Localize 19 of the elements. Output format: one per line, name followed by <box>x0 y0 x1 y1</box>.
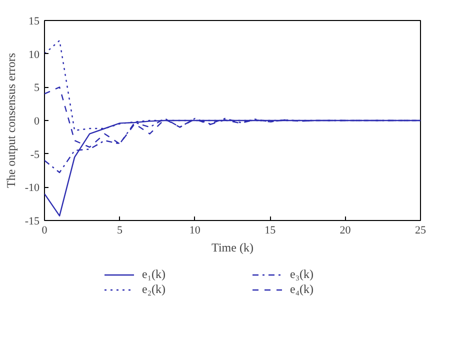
y-tick-label: 5 <box>34 82 40 94</box>
y-tick-label: 0 <box>34 116 40 128</box>
legend-label: e₁(k) <box>142 267 167 282</box>
legend-label: e₂(k) <box>142 282 167 297</box>
x-tick-label: 20 <box>340 224 352 236</box>
x-tick-label: 25 <box>415 224 426 236</box>
legend-label: e₃(k) <box>290 267 315 282</box>
x-tick-label: 0 <box>42 224 48 236</box>
legend-label: e₄(k) <box>290 282 315 297</box>
y-tick-label: -15 <box>24 216 40 228</box>
x-axis-title: Time (k) <box>212 240 254 254</box>
x-tick-label: 10 <box>189 224 201 236</box>
y-tick-label: 15 <box>28 16 40 28</box>
x-tick-label: 15 <box>264 224 276 236</box>
y-tick-label: 10 <box>28 48 40 61</box>
x-tick-label: 5 <box>116 224 123 236</box>
y-axis-title: The output consensus errors <box>4 52 18 188</box>
y-tick-label: -10 <box>24 182 40 194</box>
y-tick-label: -5 <box>30 148 40 161</box>
